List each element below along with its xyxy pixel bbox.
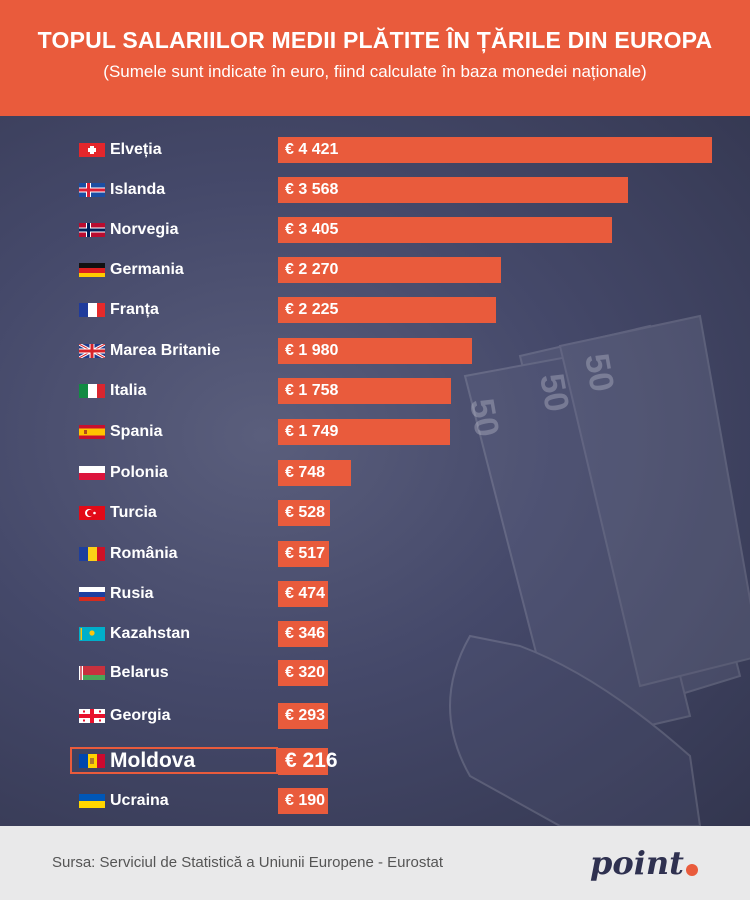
bar-value-label: € 517 xyxy=(285,545,326,562)
flag-spain-icon xyxy=(79,425,105,439)
country-label: Georgia xyxy=(110,707,171,724)
country-label: Elveția xyxy=(110,141,162,158)
bar xyxy=(278,419,450,445)
chart-area: 50 50 50 Elveția € 4 421 Islanda € 3 568 Nor… xyxy=(0,116,750,826)
bar-value-label: € 1 980 xyxy=(285,342,339,359)
country-label: Marea Britanie xyxy=(110,342,221,359)
country-label: Kazahstan xyxy=(110,625,191,642)
flag-kazakhstan-icon xyxy=(79,627,105,641)
bar xyxy=(278,788,328,814)
flag-switzerland-icon xyxy=(79,143,105,157)
bar-value-label: € 748 xyxy=(285,464,326,481)
svg-text:50: 50 xyxy=(462,396,506,440)
bar xyxy=(278,217,612,243)
country-label: Moldova xyxy=(110,749,196,772)
logo-text: point xyxy=(590,844,684,882)
country-label: Ucraina xyxy=(110,792,169,809)
bar xyxy=(278,378,451,404)
flag-georgia-icon xyxy=(79,709,105,723)
bar xyxy=(278,297,496,323)
footer: Sursa: Serviciul de Statistică a Uniunii… xyxy=(0,826,750,900)
country-label: România xyxy=(110,545,178,562)
flag-norway-icon xyxy=(79,223,105,237)
country-label: Norvegia xyxy=(110,221,179,238)
flag-poland-icon xyxy=(79,466,105,480)
country-label: Polonia xyxy=(110,464,168,481)
page-title: TOPUL SALARIILOR MEDII PLĂTITE ÎN ȚĂRILE… xyxy=(37,27,713,53)
bar-value-label: € 474 xyxy=(285,585,326,602)
bar xyxy=(278,621,328,647)
country-label: Germania xyxy=(110,261,184,278)
flag-turkey-icon xyxy=(79,506,105,520)
flag-ukraine-icon xyxy=(79,794,105,808)
country-label: Franța xyxy=(110,301,159,318)
bar xyxy=(278,338,472,364)
country-label: Rusia xyxy=(110,585,154,602)
bar xyxy=(278,460,351,486)
source-note: Sursa: Serviciul de Statistică a Uniunii… xyxy=(52,854,444,871)
flag-iceland-icon xyxy=(79,183,105,197)
flag-uk-icon xyxy=(78,342,106,360)
country-label: Italia xyxy=(110,382,147,399)
bar-value-label: € 3 568 xyxy=(285,181,339,198)
svg-text:50: 50 xyxy=(577,351,621,395)
bar-value-label: € 3 405 xyxy=(285,221,339,238)
bar xyxy=(278,500,330,526)
country-label: Turcia xyxy=(110,504,157,521)
bar xyxy=(278,541,329,567)
bar xyxy=(278,257,501,283)
svg-text:50: 50 xyxy=(532,371,576,415)
point-logo: point xyxy=(590,844,698,882)
flag-moldova-icon xyxy=(79,754,105,768)
flag-france-icon xyxy=(79,303,105,317)
bar xyxy=(278,660,328,686)
bar-value-label: € 190 xyxy=(285,792,326,809)
highlight-box xyxy=(70,747,278,774)
bar-value-label: € 1 758 xyxy=(285,382,339,399)
page-subtitle: (Sumele sunt indicate în euro, fiind cal… xyxy=(103,62,647,81)
bar xyxy=(278,747,328,775)
bar xyxy=(278,703,328,729)
header-banner: TOPUL SALARIILOR MEDII PLĂTITE ÎN ȚĂRILE… xyxy=(0,0,750,116)
bar xyxy=(278,177,628,203)
bar-value-label: € 346 xyxy=(285,625,326,642)
bar-value-label: € 2 225 xyxy=(285,301,339,318)
flag-belarus-icon xyxy=(79,666,105,680)
bar xyxy=(278,137,712,163)
euro-banknotes-background: 50 50 50 xyxy=(449,314,750,826)
bar-value-label: € 2 270 xyxy=(285,261,339,278)
bar-value-label: € 216 xyxy=(285,749,338,772)
bar-value-label: € 528 xyxy=(285,504,326,521)
country-label: Spania xyxy=(110,423,163,440)
flag-russia-icon xyxy=(79,587,105,601)
bar-value-label: € 1 749 xyxy=(285,423,339,440)
bar xyxy=(278,581,328,607)
bar-value-label: € 293 xyxy=(285,707,326,724)
bar-value-label: € 4 421 xyxy=(285,141,339,158)
flag-italy-icon xyxy=(79,384,105,398)
flag-germany-icon xyxy=(79,263,105,277)
flag-romania-icon xyxy=(79,547,105,561)
bar-value-label: € 320 xyxy=(285,664,326,681)
country-label: Belarus xyxy=(110,664,169,681)
country-label: Islanda xyxy=(110,181,166,198)
